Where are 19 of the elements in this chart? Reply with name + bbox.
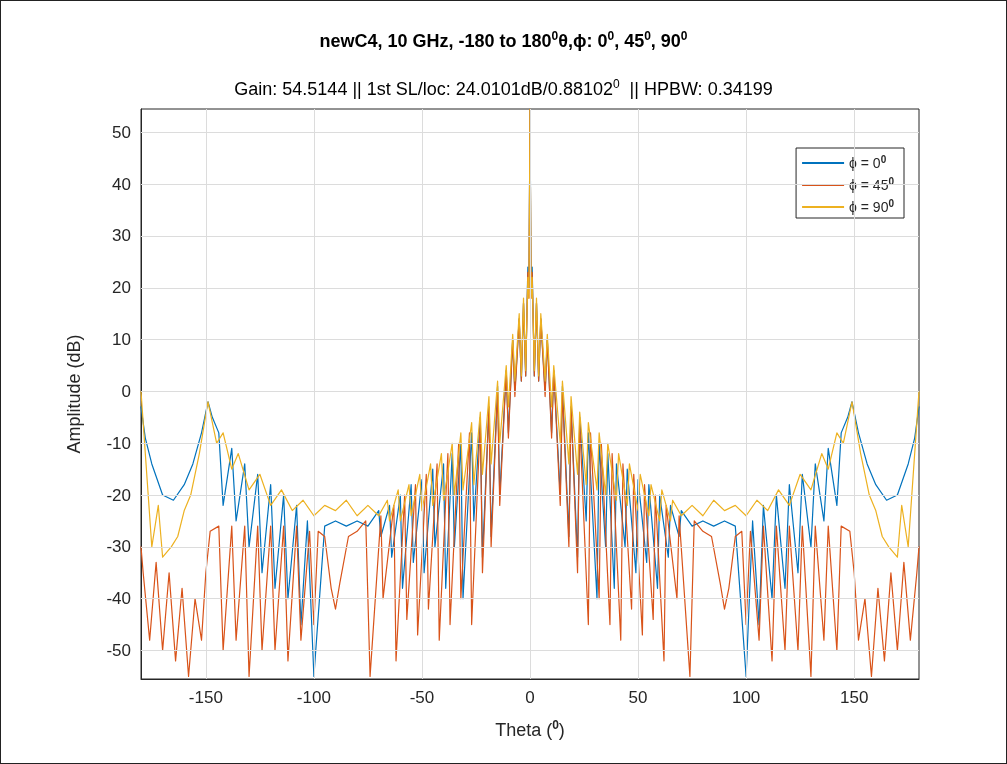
y-tick-label: -50 <box>106 641 131 660</box>
x-tick-label: 0 <box>525 688 535 707</box>
x-tick-label: 100 <box>731 688 761 707</box>
y-tick-label: -40 <box>106 589 131 609</box>
y-tick-label: 20 <box>112 278 131 298</box>
y-tick-label: 10 <box>112 330 131 350</box>
y-tick-label: -20 <box>106 485 131 505</box>
y-tick-label: -30 <box>106 537 131 557</box>
x-tick-label: 50 <box>628 688 648 707</box>
y-tick-label: 40 <box>112 174 131 194</box>
y-tick-label: 30 <box>112 226 131 246</box>
x-tick-label: -100 <box>296 688 331 707</box>
y-tick-label: 0 <box>121 381 131 401</box>
y-axis-title: Amplitude (dB) <box>64 334 84 454</box>
y-tick-label: 50 <box>112 122 131 142</box>
x-tick-label: -150 <box>188 688 223 707</box>
x-tick-label: 150 <box>839 688 869 707</box>
y-tick-label: -10 <box>106 433 131 453</box>
x-tick-label: -50 <box>409 688 435 707</box>
